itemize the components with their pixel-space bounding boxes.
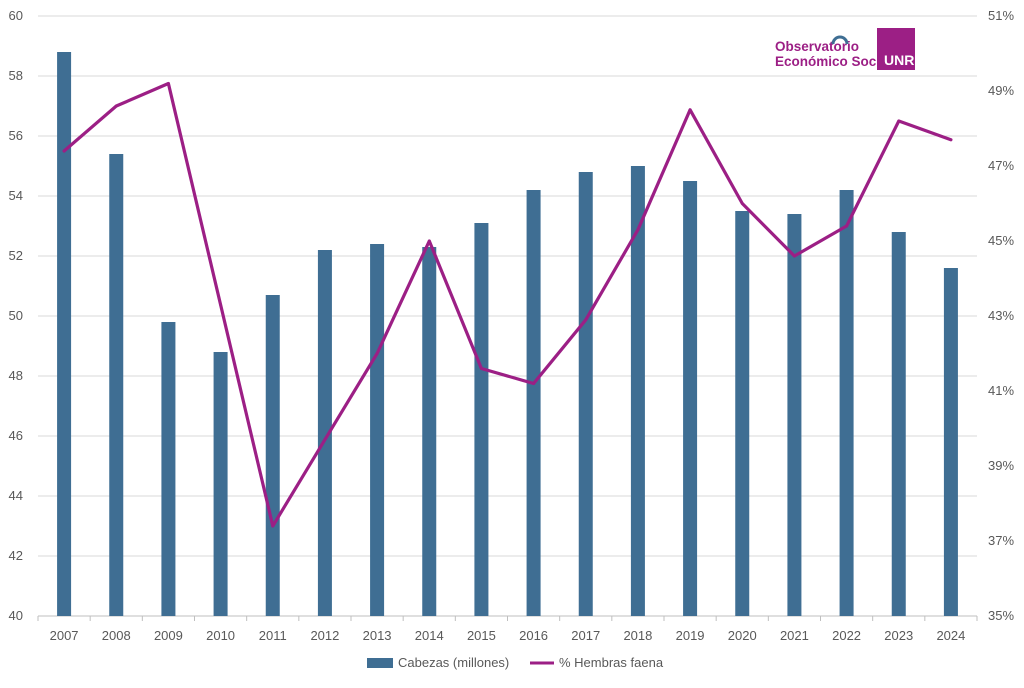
- line-point: [62, 149, 66, 153]
- line-point: [480, 367, 483, 370]
- left-axis-ticks: 40 42 44 46 48 50 52 54 56 58 60: [9, 8, 23, 623]
- bar: [422, 247, 437, 616]
- x-tick-label: 2024: [936, 628, 965, 643]
- line-point: [427, 239, 431, 243]
- x-tick-label: 2021: [780, 628, 809, 643]
- line-point: [532, 382, 535, 385]
- bar: [474, 223, 489, 616]
- line-series-path: [62, 81, 953, 528]
- bar: [891, 232, 906, 616]
- line-point: [167, 82, 170, 85]
- bar: [735, 211, 750, 616]
- line-point: [897, 119, 901, 123]
- line-point: [114, 104, 118, 108]
- y-left-tick-label: 40: [9, 608, 23, 623]
- x-tick-label: 2007: [50, 628, 79, 643]
- x-tick-label: 2008: [102, 628, 131, 643]
- y-right-tick-label: 49%: [988, 83, 1014, 98]
- x-axis-ticks: 2007 2008 2009 2010 2011 2012 2013 2014 2015 2016…: [50, 628, 966, 643]
- y-right-tick-label: 35%: [988, 608, 1014, 623]
- line-point: [740, 202, 744, 205]
- line-point: [219, 303, 222, 307]
- legend-label-line: % Hembras faena: [559, 655, 664, 670]
- y-left-tick-label: 56: [9, 128, 23, 143]
- y-left-tick-label: 58: [9, 68, 23, 83]
- bar: [943, 268, 958, 616]
- x-tick-label: 2011: [259, 628, 287, 643]
- line-point: [688, 108, 692, 112]
- bar-series: [57, 52, 958, 616]
- legend-swatch-bars: [367, 658, 393, 668]
- bar: [526, 190, 541, 616]
- logo-arc-icon: [831, 35, 849, 45]
- bar: [683, 181, 698, 616]
- bar: [578, 172, 593, 616]
- x-tick-label: 2017: [571, 628, 600, 643]
- y-left-tick-label: 60: [9, 8, 23, 23]
- bar: [839, 190, 854, 616]
- y-right-tick-label: 45%: [988, 233, 1014, 248]
- x-tick-label: 2018: [623, 628, 652, 643]
- logo-badge-text: UNR: [884, 52, 914, 68]
- line-point: [271, 524, 275, 528]
- x-tick-label: 2019: [676, 628, 705, 643]
- bar: [161, 322, 176, 616]
- x-tick-label: 2022: [832, 628, 861, 643]
- y-right-tick-label: 39%: [988, 458, 1014, 473]
- bar: [317, 250, 332, 616]
- bar: [213, 352, 228, 616]
- x-tick-label: 2023: [884, 628, 913, 643]
- x-tick-label: 2013: [363, 628, 392, 643]
- x-tick-label: 2010: [206, 628, 235, 643]
- line-point: [793, 254, 796, 258]
- x-tick-label: 2020: [728, 628, 757, 643]
- y-left-tick-label: 54: [9, 188, 23, 203]
- y-right-tick-label: 47%: [988, 158, 1014, 173]
- x-tick-label: 2012: [310, 628, 339, 643]
- legend: Cabezas (millones) % Hembras faena: [367, 655, 664, 670]
- bar: [370, 244, 385, 616]
- bar: [265, 295, 280, 616]
- logo: Observatorio Económico Social UNR: [775, 28, 915, 70]
- y-right-tick-label: 37%: [988, 533, 1014, 548]
- line-point: [584, 318, 588, 322]
- y-right-tick-label: 41%: [988, 383, 1014, 398]
- bar: [57, 52, 72, 616]
- logo-badge-box: [877, 28, 915, 70]
- x-tick-label: 2014: [415, 628, 444, 643]
- x-tick-label: 2009: [154, 628, 183, 643]
- y-left-tick-label: 42: [9, 548, 23, 563]
- x-tick-label: 2015: [467, 628, 496, 643]
- logo-line1: Observatorio: [775, 39, 859, 54]
- bar: [109, 154, 124, 616]
- line-point: [845, 224, 848, 228]
- y-left-tick-label: 52: [9, 248, 23, 263]
- line-series: [62, 81, 953, 528]
- right-axis-ticks: 35% 37% 39% 41% 43% 45% 47% 49% 51%: [988, 8, 1014, 623]
- bar: [787, 214, 802, 616]
- logo-line2: Económico Social: [775, 54, 891, 69]
- legend-label-bars: Cabezas (millones): [398, 655, 509, 670]
- x-tick-label: 2016: [519, 628, 548, 643]
- bar: [630, 166, 645, 616]
- y-right-tick-label: 43%: [988, 308, 1014, 323]
- y-left-tick-label: 44: [9, 488, 23, 503]
- y-left-tick-label: 46: [9, 428, 23, 443]
- line-point: [375, 352, 379, 355]
- line-point: [949, 138, 953, 142]
- line-point: [636, 228, 640, 232]
- line-point: [323, 438, 327, 442]
- y-right-tick-label: 51%: [988, 8, 1014, 23]
- y-left-tick-label: 50: [9, 308, 23, 323]
- gridlines: [37, 15, 978, 621]
- y-left-tick-label: 48: [9, 368, 23, 383]
